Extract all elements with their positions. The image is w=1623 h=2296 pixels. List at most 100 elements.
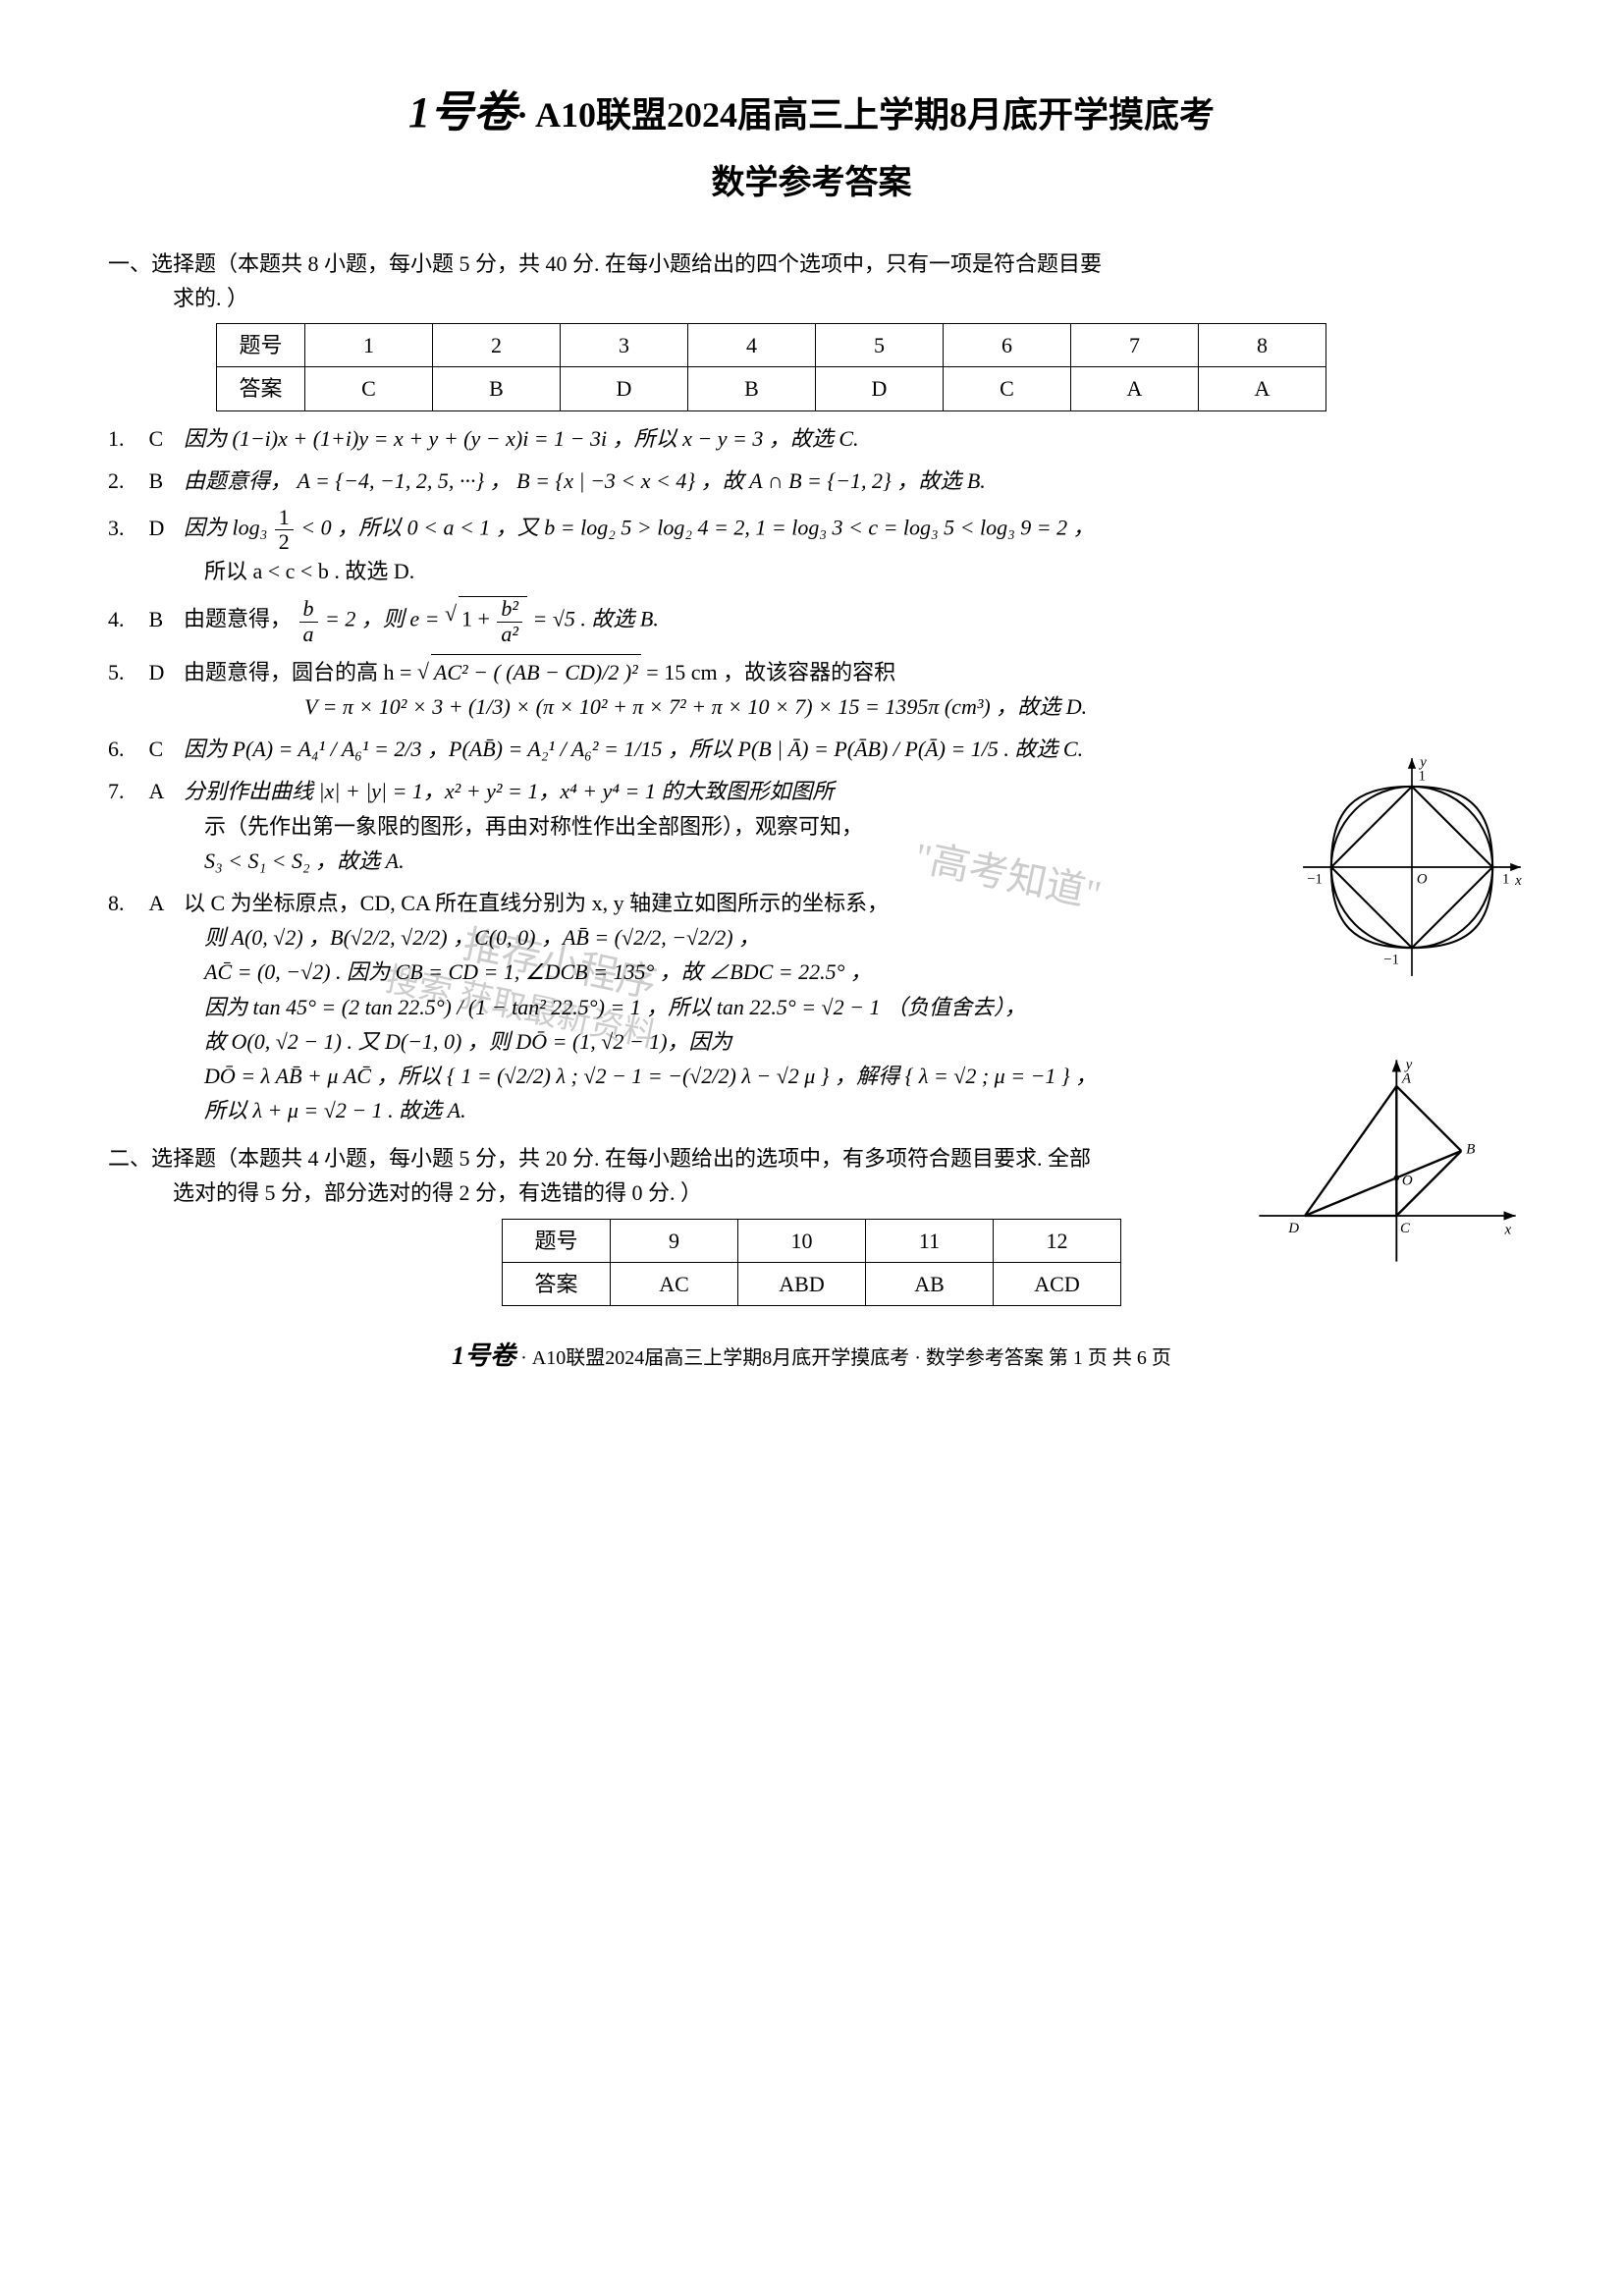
sqrt-body: AC² − ( (AB − CD)/2 )² <box>431 654 641 689</box>
sol-line4: 因为 tan 45° = (2 tan 22.5°) / (1 − tan² 2… <box>108 990 1240 1024</box>
qnum: 6 <box>944 324 1071 367</box>
qnum: 8 <box>1199 324 1326 367</box>
fraction: b²a² <box>497 597 522 645</box>
solution-8: 8. A 以 C 为坐标原点，CD, CA 所在直线分别为 x, y 轴建立如图… <box>108 886 1515 1127</box>
answer: C <box>944 367 1071 410</box>
sol-num: 1. <box>108 421 143 456</box>
title-main: · A10联盟2024届高三上学期8月底开学摸底考 <box>516 95 1215 135</box>
table-row: 题号 1 2 3 4 5 6 7 8 <box>217 324 1326 367</box>
solution-4: 4. B 由题意得， ba = 2 ，则 e = 1 + b²a² = √5 .… <box>108 596 1515 645</box>
qnum: 9 <box>611 1219 738 1262</box>
footer-text: · A10联盟2024届高三上学期8月底开学摸底考 · 数学参考答案 第 1 页… <box>520 1347 1171 1369</box>
sol-line7: 所以 λ + μ = √2 − 1 . 故选 A. <box>108 1093 1240 1127</box>
frac-den: a² <box>497 623 522 646</box>
page-content: 1号卷· A10联盟2024届高三上学期8月底开学摸底考 数学参考答案 一、选择… <box>108 79 1515 1377</box>
sol-text-post: = √5 . 故选 B. <box>533 607 659 631</box>
row-header: 答案 <box>503 1262 611 1305</box>
qnum: 4 <box>688 324 816 367</box>
point-label-D: D <box>1287 1221 1299 1236</box>
answers-table-2: 题号 9 10 11 12 答案 AC ABD AB ACD <box>502 1219 1121 1306</box>
answer: AB <box>866 1262 994 1305</box>
sol-num: 6. <box>108 732 143 766</box>
title-row: 1号卷· A10联盟2024届高三上学期8月底开学摸底考 <box>108 79 1515 147</box>
sol-letter: D <box>149 655 179 689</box>
qnum: 7 <box>1071 324 1199 367</box>
qnum: 10 <box>738 1219 866 1262</box>
sol-text: 因为 (1−i)x + (1+i)y = x + y + (y − x)i = … <box>184 426 859 451</box>
page-footer: 1号卷 · A10联盟2024届高三上学期8月底开学摸底考 · 数学参考答案 第… <box>108 1336 1515 1377</box>
point-label-O: O <box>1402 1173 1413 1188</box>
table-row: 题号 9 10 11 12 <box>503 1219 1121 1262</box>
answer: A <box>1071 367 1199 410</box>
section1-prefix: 一、 <box>108 251 151 276</box>
axis-label-y: y <box>1418 755 1427 771</box>
point-label-C: C <box>1400 1221 1411 1236</box>
sol-num: 7. <box>108 774 143 808</box>
sol-line2: 则 A(0, √2) ，B(√2/2, √2/2) ，C(0, 0) ，AB̄ … <box>108 920 1240 955</box>
answer: B <box>688 367 816 410</box>
sol-num: 8. <box>108 886 143 920</box>
sqrt: 1 + b²a² <box>445 596 527 645</box>
sol-line3: S₃ < S₁ < S₂ ，故选 A. <box>108 844 1260 878</box>
sol-num: 5. <box>108 655 143 689</box>
sol-line1: 分别作出曲线 |x| + |y| = 1，x² + y² = 1，x⁴ + y⁴… <box>184 779 834 803</box>
sol-line2: 所以 a < c < b . 故选 D. <box>108 554 1515 588</box>
section2-heading: 选择题（本题共 4 小题，每小题 5 分，共 20 分. 在每小题给出的选项中，… <box>151 1146 1091 1171</box>
frac-num: b <box>299 597 318 622</box>
frac-num: b² <box>497 597 522 622</box>
frac-den: 2 <box>275 530 294 554</box>
solution-7: 7. A 分别作出曲线 |x| + |y| = 1，x² + y² = 1，x⁴… <box>108 774 1515 878</box>
sol-text-pre: 由题意得， <box>184 607 292 631</box>
sol-letter: D <box>149 511 179 545</box>
section1-heading: 选择题（本题共 8 小题，每小题 5 分，共 40 分. 在每小题给出的四个选项… <box>151 251 1102 276</box>
answer: AC <box>611 1262 738 1305</box>
exam-logo: 1号卷 <box>408 79 516 147</box>
answer: C <box>305 367 433 410</box>
sol-letter: A <box>149 774 179 808</box>
qnum: 2 <box>433 324 561 367</box>
answers-table-1: 题号 1 2 3 4 5 6 7 8 答案 C B D B D C A A <box>216 323 1326 410</box>
row-header: 题号 <box>503 1219 611 1262</box>
sol-line1-post: = 15 cm ，故该容器的容积 <box>646 660 895 684</box>
sol-line6: DŌ = λ AB̄ + μ AC̄ ，所以 { 1 = (√2/2) λ ; … <box>108 1059 1240 1093</box>
fraction: ba <box>299 597 318 645</box>
sol-num: 4. <box>108 602 143 636</box>
answer: A <box>1199 367 1326 410</box>
sol-line2: V = π × 10² × 3 + (1/3) × (π × 10² + π ×… <box>108 689 1515 724</box>
fraction: 12 <box>275 506 294 554</box>
sol-line1-pre: 由题意得，圆台的高 h = <box>184 660 417 684</box>
sol-num: 3. <box>108 511 143 545</box>
qnum: 5 <box>816 324 944 367</box>
answer: ACD <box>994 1262 1121 1305</box>
sqrt: AC² − ( (AB − CD)/2 )² <box>417 654 641 689</box>
qnum: 11 <box>866 1219 994 1262</box>
sol-line2: 示（先作出第一象限的图形，再由对称性作出全部图形），观察可知， <box>108 809 1260 844</box>
table-row: 答案 C B D B D C A A <box>217 367 1326 410</box>
solution-5: 5. D 由题意得，圆台的高 h = AC² − ( (AB − CD)/2 )… <box>108 654 1515 724</box>
section1-heading-line2: 求的. ） <box>108 281 1515 315</box>
sol-line3: AC̄ = (0, −√2) . 因为 CB = CD = 1, ∠DCB = … <box>108 955 1240 989</box>
sol-letter: B <box>149 464 179 498</box>
axis-label-x: x <box>1514 873 1522 889</box>
sol-text: 因为 P(A) = A₄¹ / A₆¹ = 2/3 ，P(AB̄) = A₂¹ … <box>184 737 1083 761</box>
sol-num: 2. <box>108 464 143 498</box>
sol-letter: A <box>149 886 179 920</box>
sol-line1: 以 C 为坐标原点，CD, CA 所在直线分别为 x, y 轴建立如图所示的坐标… <box>184 891 889 915</box>
answer: D <box>816 367 944 410</box>
qnum: 3 <box>561 324 688 367</box>
frac-num: 1 <box>275 506 294 530</box>
sol-text-mid: = 2 ，则 e = <box>325 607 445 631</box>
qnum: 12 <box>994 1219 1121 1262</box>
sol-letter: C <box>149 732 179 766</box>
sol-letter: B <box>149 602 179 636</box>
section1-header: 一、选择题（本题共 8 小题，每小题 5 分，共 40 分. 在每小题给出的四个… <box>108 246 1515 315</box>
answer: D <box>561 367 688 410</box>
frac-den: a <box>299 623 318 646</box>
subtitle: 数学参考答案 <box>108 157 1515 210</box>
row-header: 题号 <box>217 324 305 367</box>
figure-8-diagram: A B C D O x y <box>1250 1013 1525 1308</box>
qnum: 1 <box>305 324 433 367</box>
row-header: 答案 <box>217 367 305 410</box>
solution-2: 2. B 由题意得， A = {−4, −1, 2, 5, ···} ， B =… <box>108 464 1515 498</box>
sol-text-pre: 因为 log₃ <box>184 516 273 540</box>
